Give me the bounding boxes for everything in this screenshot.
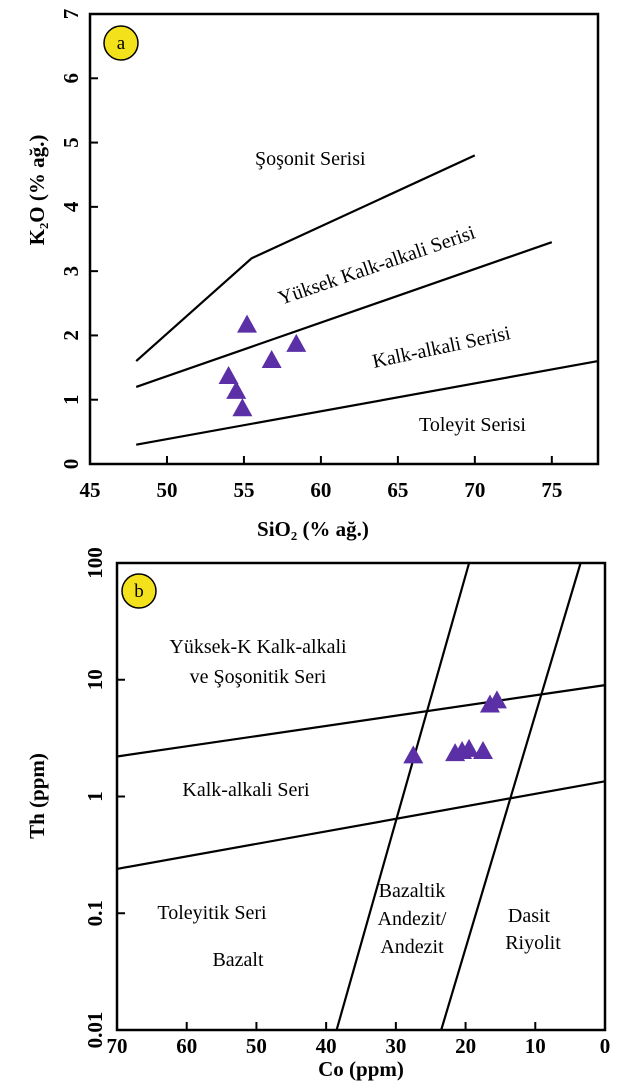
panel-a-boundary-1 [135, 154, 476, 362]
panel-b-y-tick-label: 100 [83, 547, 107, 579]
panel-b-badge-label: b [134, 581, 144, 602]
panel-b-y-axis-title: Th (ppm) [25, 753, 49, 839]
panel-a-boundary-2 [135, 241, 553, 388]
panel-a-data-points [218, 314, 307, 417]
panel-a-data-point [261, 349, 282, 368]
panel-a-y-tick-label: 7 [59, 9, 83, 20]
panel-b-boundary-lines [116, 562, 606, 1031]
field-label-bazalt: Bazalt [212, 949, 264, 971]
panel-a-y-tick-label: 4 [59, 201, 83, 212]
panel-b-boundary-3 [335, 562, 471, 1031]
panel-a-y-tick-label: 6 [59, 73, 83, 84]
panel-b-y-tick-label: 0.01 [83, 1012, 107, 1049]
field-label-dasit: Dasit [508, 905, 551, 927]
panel-b-y-tick-label: 1 [83, 791, 107, 802]
panel-a-x-tick-label: 70 [464, 478, 485, 502]
panel-a-y-tick-label: 2 [59, 330, 83, 341]
panel-a-data-point [232, 398, 253, 417]
panel-b-x-axis-title: Co (ppm) [318, 1057, 404, 1081]
panel-a-boundary-lines [135, 154, 599, 446]
panel-b-x-tick-label: 50 [246, 1034, 267, 1058]
field-label-riyolit: Riyolit [505, 932, 561, 954]
panel-b-data-point [473, 740, 493, 759]
field-label-bazaltik: Bazaltik [379, 880, 446, 902]
panel-a-data-point [226, 380, 247, 399]
panel-b-badge-circle [121, 573, 157, 609]
panel-a-y-tick-label: 0 [59, 459, 83, 470]
field-label-andezit: Andezit [380, 936, 444, 958]
panel-a-y-tick-label: 3 [59, 266, 83, 277]
panel-a-x-tick-label: 75 [541, 478, 562, 502]
panel-a-data-point [237, 314, 258, 333]
panel-b-boundary-2 [116, 780, 606, 870]
field-label-kalk-alkali-seri: Kalk-alkali Seri [182, 779, 310, 801]
field-label-toleyitik-seri: Toleyitik Seri [157, 902, 267, 924]
panel-b-y-tick-label: 10 [83, 669, 107, 690]
panel-a-frame [88, 12, 600, 466]
panel-b-y-tick-label: 0.1 [83, 900, 107, 926]
panel-b-x-tick-label: 20 [455, 1034, 476, 1058]
panel-b-x-tick-label: 40 [316, 1034, 337, 1058]
panel-b-x-tick-label: 10 [525, 1034, 546, 1058]
field-label-sosonitik-seri: ve Şoşonitik Seri [190, 666, 327, 688]
field-label-toleyit: Toleyit Serisi [419, 414, 526, 436]
panel-a-badge: a [103, 25, 139, 61]
field-label-yuksek-k: Yüksek-K Kalk-alkali [169, 636, 347, 658]
panel-a-y-tick-label: 5 [59, 137, 83, 148]
panel-b-boundary-1 [116, 684, 606, 758]
field-label-yuksek-kalk-alkali: Yüksek Kalk-alkali Serisi [275, 222, 478, 310]
panel-b-data-point [403, 745, 424, 764]
panel-a-data-point [218, 366, 239, 385]
panel-b-x-tick-label: 60 [176, 1034, 197, 1058]
panel-a-x-tick-label: 55 [233, 478, 254, 502]
panel-a-x-tick-label: 65 [387, 478, 408, 502]
panel-a-boundary-3 [136, 360, 599, 446]
panel-a-data-point [286, 333, 307, 352]
panel-a-x-tick-label: 50 [156, 478, 177, 502]
panel-a-badge-label: a [117, 33, 126, 54]
field-label-andezit-slash: Andezit/ [378, 908, 447, 930]
panel-b-x-tick-label: 0 [600, 1034, 611, 1058]
panel-a-badge-circle [103, 25, 139, 61]
panel-b-boundary-4 [440, 562, 582, 1031]
panel-b-x-tick-label: 70 [107, 1034, 128, 1058]
panel-a-x-axis-title: SiO₂ (% ağ.) [257, 517, 369, 541]
panel-a-y-axis-title: K₂O (% ağ.) [25, 135, 49, 246]
panel-b-data-points [403, 690, 507, 764]
field-label-kalk-alkali: Kalk-alkali Serisi [370, 322, 512, 373]
panel-b-x-tick-label: 30 [385, 1034, 406, 1058]
panel-a-x-tick-label: 60 [310, 478, 331, 502]
panel-a-x-tick-label: 45 [80, 478, 101, 502]
panel-b-data-point [486, 690, 507, 709]
panel-a-y-tick-label: 1 [59, 394, 83, 405]
field-label-sosonit: Şoşonit Serisi [255, 148, 366, 170]
panel-b-badge: b [121, 573, 157, 609]
panel-b-data-point [459, 738, 480, 757]
